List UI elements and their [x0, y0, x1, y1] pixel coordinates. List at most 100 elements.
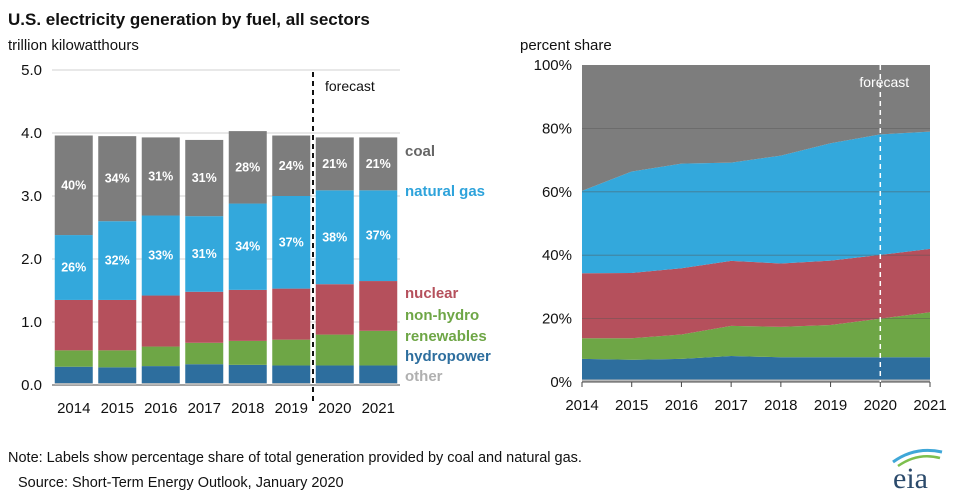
bar-segment-coal-2021 — [359, 137, 398, 191]
left-x-tick-label: 2020 — [318, 400, 351, 417]
left-y-tick-label: 3.0 — [21, 188, 42, 205]
data-label-natural-gas-2021: 37% — [366, 229, 391, 243]
bar-segment-coal-2019 — [272, 135, 311, 196]
bar-segment-coal-2014 — [54, 135, 93, 236]
area-nuclear — [582, 248, 930, 339]
right-x-tick-label: 2016 — [665, 397, 698, 414]
legend-coal: coal — [405, 143, 435, 160]
data-label-natural-gas-2018: 34% — [235, 240, 260, 254]
data-label-coal-2018: 28% — [235, 160, 260, 174]
left-forecast-label: forecast — [325, 78, 375, 94]
bar-segment-nuclear-2019 — [272, 288, 311, 340]
right-x-tick-label: 2021 — [913, 397, 946, 414]
data-label-natural-gas-2017: 31% — [192, 247, 217, 261]
right-y-tick-label: 60% — [542, 184, 572, 201]
data-label-coal-2019: 24% — [279, 159, 304, 173]
legend-hydropower: hydropower — [405, 348, 491, 365]
left-bar-chart: 0.0 1.0 2.0 3.0 4.0 5.0 40% 26% 2014 34% 32% 2015 31… — [21, 62, 400, 417]
data-label-natural-gas-2019: 37% — [279, 235, 304, 249]
right-axis-unit: percent share — [520, 37, 612, 54]
bar-segment-non-hydro-renewables-2017 — [185, 342, 224, 365]
legend-renewables: renewables — [405, 328, 487, 345]
bar-segment-hydropower-2016 — [141, 366, 180, 384]
bar-segment-non-hydro-renewables-2014 — [54, 350, 93, 367]
data-label-coal-2015: 34% — [105, 172, 130, 186]
bar-segment-natural-gas-2017 — [185, 216, 224, 292]
right-x-tick-label: 2017 — [714, 397, 747, 414]
eia-logo-swoosh-icon — [892, 448, 943, 464]
right-y-tick-label: 20% — [542, 311, 572, 328]
data-label-coal-2020: 21% — [322, 157, 347, 171]
bar-segment-natural-gas-2014 — [54, 235, 93, 300]
bar-segment-nuclear-2017 — [185, 291, 224, 343]
right-x-tick-label: 2015 — [615, 397, 648, 414]
data-label-coal-2016: 31% — [148, 169, 173, 183]
bar-segment-natural-gas-2020 — [315, 190, 354, 285]
left-x-tick-label: 2018 — [231, 400, 264, 417]
chart-title: U.S. electricity generation by fuel, all… — [8, 10, 370, 29]
bar-segment-coal-2017 — [185, 139, 224, 217]
right-x-tick-label: 2019 — [814, 397, 847, 414]
bar-segment-coal-2016 — [141, 137, 180, 216]
eia-logo-text: eia — [893, 462, 928, 495]
bar-segment-coal-2018 — [228, 131, 267, 204]
bar-segment-nuclear-2021 — [359, 281, 398, 331]
legend-non-hydro: non-hydro — [405, 307, 479, 324]
left-y-tick-label: 2.0 — [21, 251, 42, 268]
left-x-tick-label: 2015 — [101, 400, 134, 417]
right-y-tick-label: 0% — [550, 374, 572, 391]
bar-segment-natural-gas-2019 — [272, 196, 311, 289]
bar-segment-nuclear-2015 — [98, 299, 137, 351]
data-label-natural-gas-2020: 38% — [322, 230, 347, 244]
right-area-chart: 0% 20% 40% 60% 80% 100% 2014 2015 2016 2017 2018 20… — [534, 57, 947, 414]
bar-segment-natural-gas-2015 — [98, 221, 137, 300]
data-label-natural-gas-2016: 33% — [148, 249, 173, 263]
bar-segment-other-2020 — [315, 383, 354, 385]
area-coal — [582, 65, 930, 191]
area-hydropower — [582, 356, 930, 380]
data-label-coal-2014: 40% — [61, 178, 86, 192]
data-label-natural-gas-2015: 32% — [105, 254, 130, 268]
left-y-tick-label: 0.0 — [21, 377, 42, 394]
chart-source: Source: Short-Term Energy Outlook, Janua… — [18, 475, 344, 491]
right-x-tick-label: 2020 — [864, 397, 897, 414]
bar-segment-nuclear-2018 — [228, 289, 267, 341]
bar-segment-other-2018 — [228, 383, 267, 385]
legend: coal natural gas nuclear non-hydro renewable… — [405, 143, 491, 385]
right-y-tick-label: 100% — [534, 57, 572, 74]
left-x-tick-label: 2017 — [188, 400, 221, 417]
left-y-tick-label: 1.0 — [21, 314, 42, 331]
bar-segment-non-hydro-renewables-2020 — [315, 334, 354, 366]
bar-segment-non-hydro-renewables-2016 — [141, 346, 180, 367]
bar-segment-coal-2015 — [98, 136, 137, 222]
bar-segment-natural-gas-2018 — [228, 203, 267, 290]
data-label-coal-2021: 21% — [366, 157, 391, 171]
area-non-hydro-renewables — [582, 312, 930, 360]
left-x-tick-label: 2016 — [144, 400, 177, 417]
left-x-tick-label: 2019 — [275, 400, 308, 417]
legend-natural-gas: natural gas — [405, 183, 485, 200]
right-x-tick-label: 2018 — [764, 397, 797, 414]
left-y-tick-label: 4.0 — [21, 125, 42, 142]
bar-segment-non-hydro-renewables-2015 — [98, 350, 137, 368]
bar-segment-hydropower-2018 — [228, 364, 267, 384]
right-y-tick-label: 40% — [542, 247, 572, 264]
bar-segment-nuclear-2020 — [315, 284, 354, 335]
bar-segment-hydropower-2021 — [359, 365, 398, 384]
bar-segment-other-2017 — [185, 383, 224, 385]
chart-note: Note: Labels show percentage share of to… — [8, 450, 582, 466]
bar-segment-nuclear-2014 — [54, 299, 93, 351]
bar-segment-hydropower-2014 — [54, 366, 93, 384]
data-label-coal-2017: 31% — [192, 171, 217, 185]
bar-segment-non-hydro-renewables-2021 — [359, 330, 398, 366]
right-y-tick-label: 80% — [542, 120, 572, 137]
left-y-tick-label: 5.0 — [21, 62, 42, 79]
eia-logo-swoosh2-icon — [897, 455, 941, 468]
bar-segment-other-2019 — [272, 383, 311, 385]
bar-segment-other-2014 — [54, 383, 93, 385]
bar-segment-other-2016 — [141, 383, 180, 385]
area-natural-gas — [582, 131, 930, 274]
legend-other: other — [405, 368, 443, 385]
bar-segment-other-2015 — [98, 383, 137, 385]
